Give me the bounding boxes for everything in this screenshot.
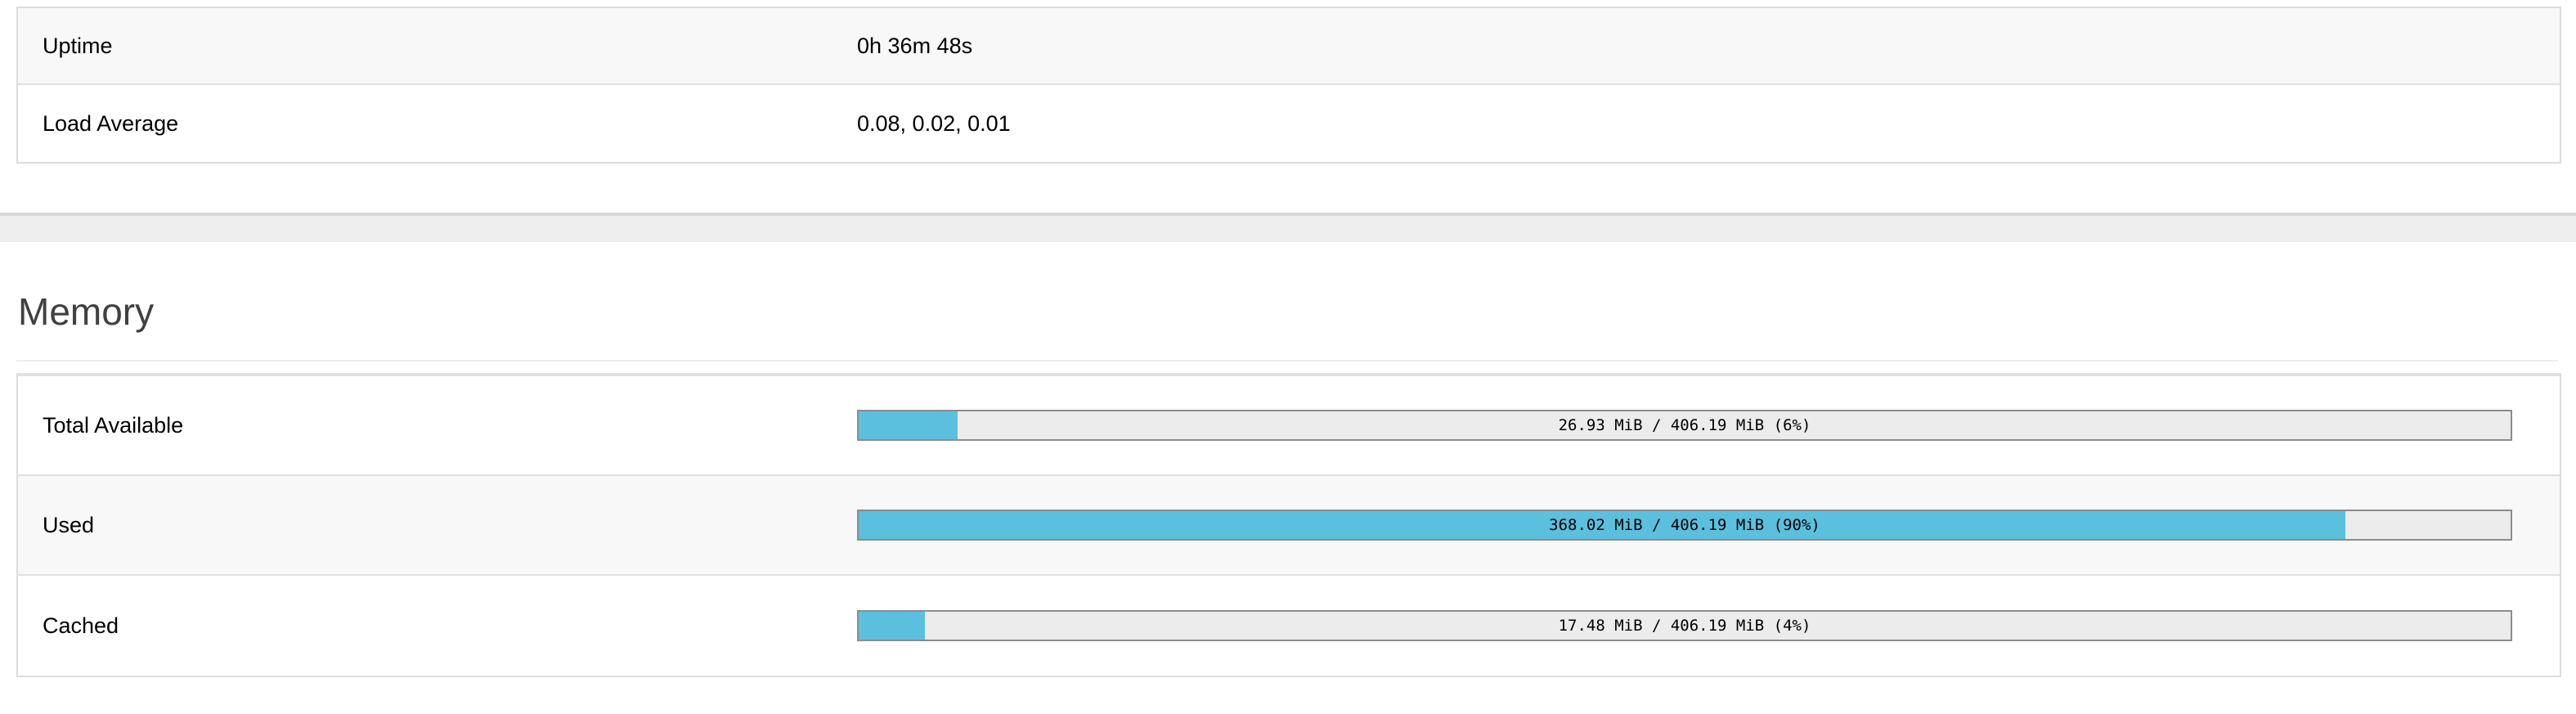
- cached-progress-bar: 17.48 MiB / 406.19 MiB (4%): [857, 610, 2512, 641]
- table-row-used: Used 368.02 MiB / 406.19 MiB (90%): [18, 476, 2560, 576]
- cached-label: Cached: [43, 613, 119, 638]
- table-row-total-available: Total Available 26.93 MiB / 406.19 MiB (…: [18, 376, 2560, 476]
- load-average-value: 0.08, 0.02, 0.01: [857, 110, 1011, 136]
- used-label: Used: [43, 512, 95, 537]
- memory-section-title: Memory: [18, 290, 155, 333]
- used-bar-fill: [859, 511, 2345, 539]
- total-available-progress-bar: 26.93 MiB / 406.19 MiB (6%): [857, 410, 2512, 441]
- section-divider: [0, 213, 2576, 242]
- table-row-uptime: Uptime 0h 36m 48s: [18, 8, 2560, 85]
- table-row-load-average: Load Average 0.08, 0.02, 0.01: [18, 85, 2560, 162]
- cached-bar-fill: [859, 612, 925, 640]
- title-divider: [16, 360, 2558, 361]
- load-average-label: Load Average: [43, 110, 179, 136]
- memory-table: Total Available 26.93 MiB / 406.19 MiB (…: [16, 373, 2561, 677]
- used-bar-text: 368.02 MiB / 406.19 MiB (90%): [1549, 516, 1820, 534]
- system-table: Uptime 0h 36m 48s Load Average 0.08, 0.0…: [16, 7, 2561, 164]
- used-progress-bar: 368.02 MiB / 406.19 MiB (90%): [857, 510, 2512, 541]
- total-available-label: Total Available: [43, 412, 184, 438]
- total-available-bar-fill: [859, 411, 958, 439]
- uptime-label: Uptime: [43, 33, 113, 58]
- total-available-bar-text: 26.93 MiB / 406.19 MiB (6%): [1558, 416, 1811, 434]
- cached-bar-text: 17.48 MiB / 406.19 MiB (4%): [1558, 617, 1811, 635]
- table-row-cached: Cached 17.48 MiB / 406.19 MiB (4%): [18, 576, 2560, 676]
- uptime-value: 0h 36m 48s: [857, 33, 973, 58]
